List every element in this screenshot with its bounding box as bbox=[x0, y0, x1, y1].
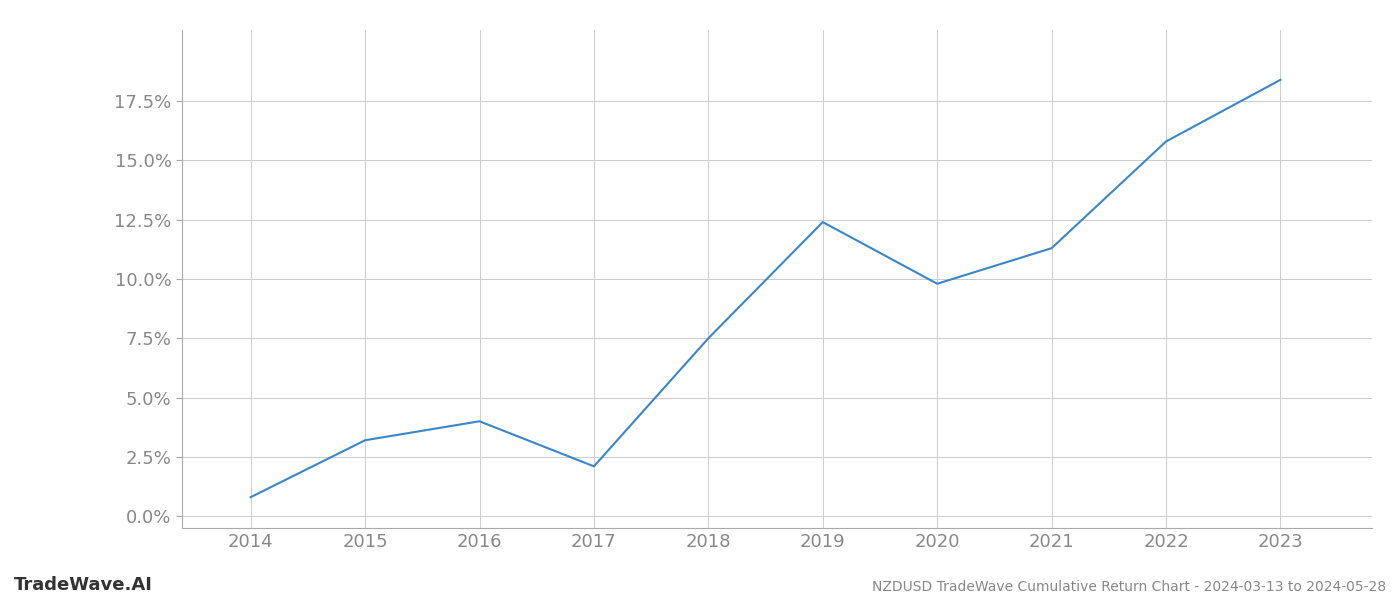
Text: NZDUSD TradeWave Cumulative Return Chart - 2024-03-13 to 2024-05-28: NZDUSD TradeWave Cumulative Return Chart… bbox=[872, 580, 1386, 594]
Text: TradeWave.AI: TradeWave.AI bbox=[14, 576, 153, 594]
